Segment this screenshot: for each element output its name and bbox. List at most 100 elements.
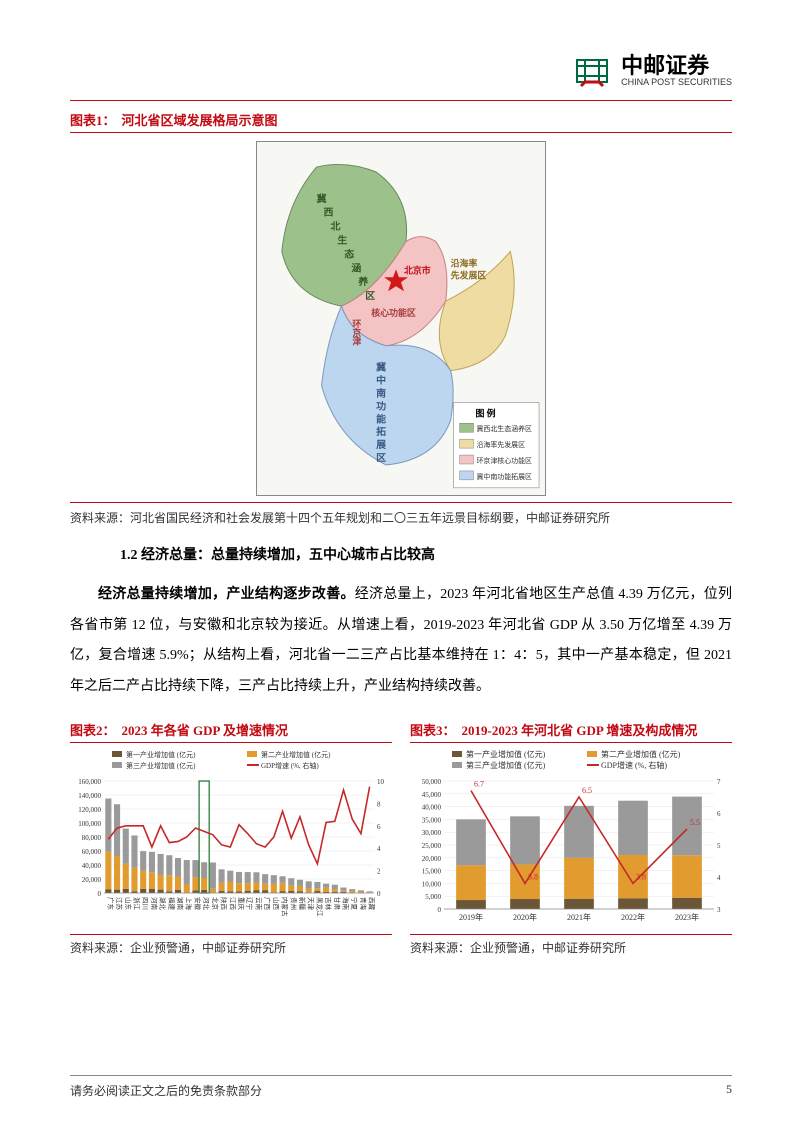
para-body: 经济总量上，2023 年河北省地区生产总值 4.39 万亿元，位列各省市第 12… bbox=[70, 587, 732, 694]
svg-text:15,000: 15,000 bbox=[422, 868, 442, 876]
svg-text:北: 北 bbox=[330, 220, 340, 233]
chart3-canvas: 第一产业增加值 (亿元)第二产业增加值 (亿元)第三产业增加值 (亿元)GDP增… bbox=[410, 749, 732, 932]
svg-text:6: 6 bbox=[377, 823, 381, 831]
svg-text:重庆: 重庆 bbox=[237, 897, 246, 911]
svg-text:第二产业增加值 (亿元): 第二产业增加值 (亿元) bbox=[261, 750, 331, 759]
svg-text:GDP增速 (%, 右轴): GDP增速 (%, 右轴) bbox=[261, 761, 319, 770]
svg-text:25,000: 25,000 bbox=[422, 842, 442, 850]
section-1-2-paragraph: 经济总量持续增加，产业结构逐步改善。经济总量上，2023 年河北省地区生产总值 … bbox=[70, 580, 732, 703]
svg-text:南: 南 bbox=[376, 386, 386, 399]
svg-text:陕西: 陕西 bbox=[220, 897, 229, 911]
svg-text:中: 中 bbox=[376, 374, 386, 387]
svg-text:沿海率先发展区: 沿海率先发展区 bbox=[476, 440, 525, 449]
svg-text:涵: 涵 bbox=[351, 261, 361, 274]
footer: 请务必阅读正文之后的免责条款部分 5 bbox=[70, 1075, 732, 1099]
svg-text:80,000: 80,000 bbox=[82, 834, 102, 842]
chart2-canvas: 第一产业增加值 (亿元)第二产业增加值 (亿元)第三产业增加值 (亿元)GDP增… bbox=[70, 749, 392, 932]
svg-text:山东: 山东 bbox=[124, 897, 133, 911]
svg-text:6.7: 6.7 bbox=[474, 780, 484, 789]
svg-text:0: 0 bbox=[438, 906, 442, 914]
svg-text:160,000: 160,000 bbox=[78, 778, 101, 786]
svg-text:西藏: 西藏 bbox=[368, 897, 377, 911]
svg-text:冀中南功能拓展区: 冀中南功能拓展区 bbox=[476, 472, 532, 481]
footer-page-number: 5 bbox=[726, 1082, 732, 1099]
svg-text:5.5: 5.5 bbox=[690, 818, 700, 827]
svg-text:北京: 北京 bbox=[211, 897, 220, 911]
svg-text:2022年: 2022年 bbox=[621, 912, 645, 922]
svg-text:5,000: 5,000 bbox=[425, 893, 441, 901]
svg-text:图 例: 图 例 bbox=[475, 407, 495, 418]
svg-text:6: 6 bbox=[717, 810, 721, 818]
svg-text:养: 养 bbox=[357, 275, 368, 288]
svg-text:江苏: 江苏 bbox=[115, 897, 124, 911]
svg-text:甘肃: 甘肃 bbox=[333, 897, 342, 911]
svg-text:60,000: 60,000 bbox=[82, 848, 102, 856]
svg-text:冀: 冀 bbox=[317, 192, 327, 205]
figure1-title: 河北省区域发展格局示意图 bbox=[122, 107, 278, 132]
chart2-column: 图表2： 2023 年各省 GDP 及增速情况 第一产业增加值 (亿元)第二产业… bbox=[70, 717, 392, 956]
chart2-source: 资料来源：企业预警通，中邮证券研究所 bbox=[70, 934, 392, 956]
chart2-label: 图表2： bbox=[70, 717, 116, 742]
svg-text:2: 2 bbox=[377, 868, 381, 876]
svg-text:4: 4 bbox=[377, 845, 381, 853]
svg-text:拓: 拓 bbox=[376, 425, 386, 438]
svg-text:冀西北生态涵养区: 冀西北生态涵养区 bbox=[476, 424, 532, 433]
svg-text:黑龙江: 黑龙江 bbox=[315, 897, 324, 917]
svg-text:河南: 河南 bbox=[150, 897, 159, 911]
figure1-label: 图表1： bbox=[70, 107, 116, 132]
svg-text:吉林: 吉林 bbox=[324, 897, 333, 911]
svg-text:5: 5 bbox=[717, 842, 721, 850]
svg-text:第一产业增加值 (亿元): 第一产业增加值 (亿元) bbox=[466, 749, 546, 759]
svg-text:10,000: 10,000 bbox=[422, 880, 442, 888]
svg-text:湖南: 湖南 bbox=[176, 897, 185, 911]
svg-text:GDP增速 (%, 右轴): GDP增速 (%, 右轴) bbox=[601, 760, 667, 770]
svg-text:浙江: 浙江 bbox=[132, 897, 141, 911]
svg-text:环京津核心功能区: 环京津核心功能区 bbox=[476, 456, 532, 465]
svg-text:宁夏: 宁夏 bbox=[350, 897, 359, 911]
svg-text:120,000: 120,000 bbox=[78, 806, 101, 814]
svg-text:40,000: 40,000 bbox=[82, 862, 102, 870]
svg-text:45,000: 45,000 bbox=[422, 791, 442, 799]
svg-text:青海: 青海 bbox=[359, 897, 368, 911]
para-lead-bold: 经济总量持续增加，产业结构逐步改善。 bbox=[98, 587, 355, 602]
svg-text:先发展区: 先发展区 bbox=[451, 269, 487, 280]
svg-text:7: 7 bbox=[717, 778, 721, 786]
svg-text:海南: 海南 bbox=[342, 897, 351, 911]
svg-text:第三产业增加值 (亿元): 第三产业增加值 (亿元) bbox=[126, 761, 196, 770]
chart3-label: 图表3： bbox=[410, 717, 456, 742]
svg-text:2020年: 2020年 bbox=[513, 912, 537, 922]
svg-text:云南: 云南 bbox=[254, 897, 263, 911]
svg-text:生: 生 bbox=[337, 234, 347, 247]
svg-text:第三产业增加值 (亿元): 第三产业增加值 (亿元) bbox=[466, 760, 546, 770]
svg-text:福建: 福建 bbox=[167, 897, 176, 911]
svg-text:0: 0 bbox=[377, 890, 381, 898]
footer-disclaimer: 请务必阅读正文之后的免责条款部分 bbox=[70, 1082, 262, 1099]
svg-text:西: 西 bbox=[324, 207, 334, 219]
svg-text:3: 3 bbox=[717, 906, 721, 914]
figure1-title-row: 图表1： 河北省区域发展格局示意图 bbox=[70, 107, 732, 133]
svg-text:贵州: 贵州 bbox=[289, 897, 298, 910]
svg-text:20,000: 20,000 bbox=[422, 855, 442, 863]
svg-text:8: 8 bbox=[377, 800, 381, 808]
header-logo: 中邮证券 CHINA POST SECURITIES bbox=[70, 50, 732, 92]
svg-text:环京津: 环京津 bbox=[351, 319, 361, 347]
svg-text:4: 4 bbox=[717, 874, 721, 882]
svg-text:态: 态 bbox=[344, 247, 354, 260]
svg-text:0: 0 bbox=[98, 890, 102, 898]
section-1-2-heading: 1.2 经济总量：总量持续增加，五中心城市占比较高 bbox=[120, 542, 732, 570]
svg-text:50,000: 50,000 bbox=[422, 778, 442, 786]
svg-text:3.8: 3.8 bbox=[528, 872, 538, 881]
svg-text:冀: 冀 bbox=[376, 361, 386, 374]
chart3-column: 图表3： 2019-2023 年河北省 GDP 增速及构成情况 第一产业增加值 … bbox=[410, 717, 732, 956]
svg-text:安徽: 安徽 bbox=[193, 897, 202, 911]
logo-text-cn: 中邮证券 bbox=[621, 54, 732, 78]
svg-text:2019年: 2019年 bbox=[459, 912, 483, 922]
figure1-source: 资料来源：河北省国民经济和社会发展第十四个五年规划和二〇三五年远景目标纲要，中邮… bbox=[70, 502, 732, 530]
svg-text:沿海率: 沿海率 bbox=[451, 257, 478, 268]
svg-text:江西: 江西 bbox=[228, 897, 236, 911]
svg-text:上海: 上海 bbox=[185, 897, 194, 911]
chart3-source: 资料来源：企业预警通，中邮证券研究所 bbox=[410, 934, 732, 956]
hebei-map: 北京市冀西北生态涵养区沿海率先发展区环京津核心功能区冀中南功能拓展区图 例冀西北… bbox=[256, 141, 546, 496]
svg-text:2021年: 2021年 bbox=[567, 912, 591, 922]
svg-text:40,000: 40,000 bbox=[422, 804, 442, 812]
